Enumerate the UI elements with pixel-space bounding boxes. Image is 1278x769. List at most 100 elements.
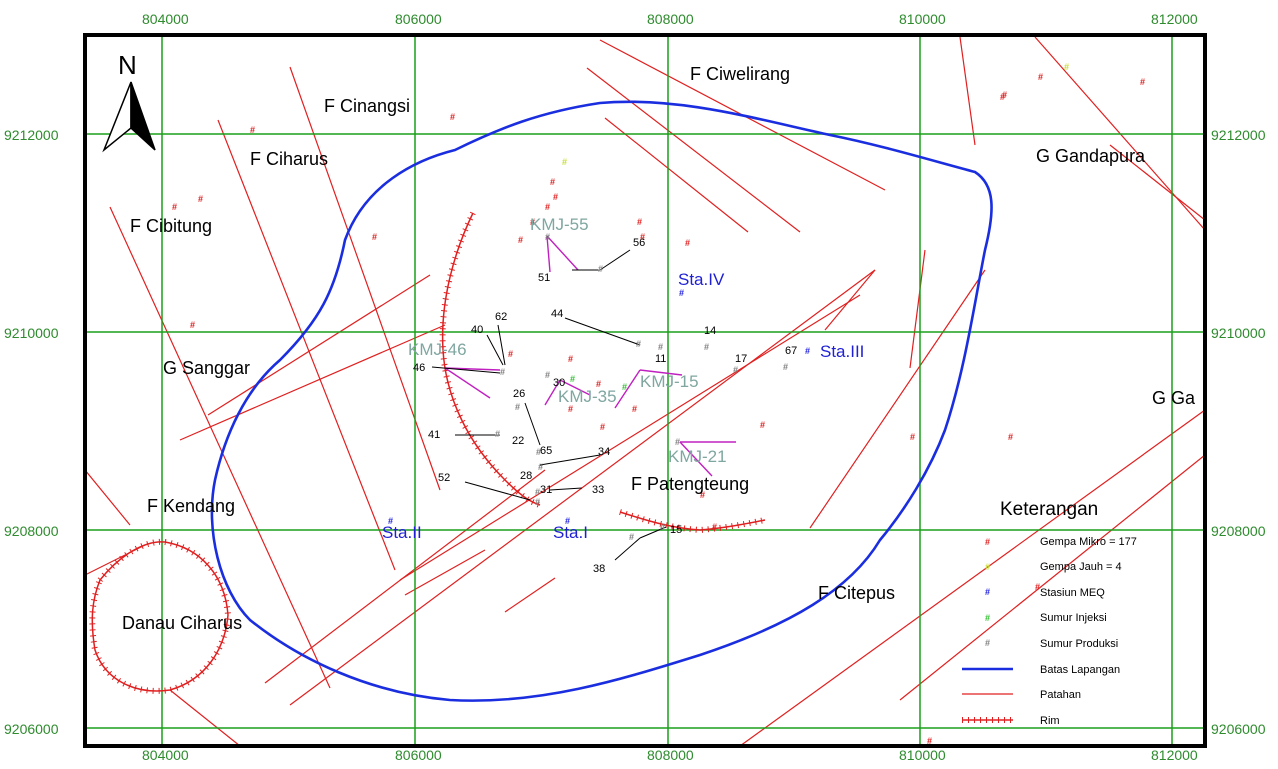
svg-text:#: # [562, 157, 567, 167]
well-markers: # # # # # # # # # # # # # # # # # # [495, 232, 788, 542]
svg-text:#: # [450, 112, 455, 122]
x-tick-label: 812000 [1151, 747, 1198, 763]
legend: Keterangan # Gempa Mikro = 177 # Gempa J… [962, 499, 1137, 727]
svg-text:#: # [495, 429, 500, 439]
legend-item-batas-lapangan: Batas Lapangan [962, 664, 1120, 676]
label-kmj-15: KMJ-15 [640, 372, 699, 391]
x-tick-label: 804000 [142, 11, 189, 27]
svg-text:#: # [658, 342, 663, 352]
fault-line [289, 269, 876, 706]
well-number: 11 [655, 353, 666, 365]
well-number: 46 [413, 362, 425, 374]
fault-line [1109, 144, 1205, 221]
legend-item-sumur-produksi: # Sumur Produksi [985, 638, 1118, 650]
svg-text:#: # [985, 613, 990, 623]
y-tick-label: 9208000 [1211, 523, 1266, 539]
svg-text:#: # [985, 587, 990, 597]
svg-text:#: # [640, 232, 645, 242]
svg-text:#: # [600, 422, 605, 432]
svg-text:Gempa Mikro = 177: Gempa Mikro = 177 [1040, 536, 1137, 548]
label-kmj-46: KMJ-46 [408, 340, 467, 359]
svg-text:#: # [637, 217, 642, 227]
svg-text:#: # [500, 367, 505, 377]
label-g-sanggar: G Sanggar [163, 358, 250, 378]
svg-text:#: # [545, 232, 550, 242]
svg-text:#: # [704, 342, 709, 352]
well-number-labels: 56 51 44 62 40 46 14 11 17 67 26 30 41 2… [413, 237, 797, 575]
fault-line [824, 269, 876, 331]
y-tick-label: 9206000 [4, 721, 59, 737]
y-tick-label: 9212000 [4, 127, 59, 143]
y-tick-label: 9212000 [1211, 127, 1266, 143]
fault-line [399, 294, 861, 581]
y-tick-label: 9206000 [1211, 721, 1266, 737]
x-tick-label: 808000 [647, 11, 694, 27]
well-labels: KMJ-55 KMJ-46 KMJ-35 KMJ-15 KMJ-21 [408, 215, 727, 466]
svg-text:#: # [685, 238, 690, 248]
place-labels: F Cinangsi F Ciharus F Cibitung F Ciweli… [122, 64, 1196, 633]
svg-text:#: # [515, 402, 520, 412]
label-f-patengteung: F Patengteung [631, 474, 749, 494]
well-number: 56 [633, 237, 645, 249]
legend-title: Keterangan [1000, 499, 1098, 520]
svg-text:#: # [1035, 582, 1040, 592]
svg-text:#: # [388, 516, 393, 526]
rim-lines [89, 211, 766, 694]
well-number: 52 [438, 472, 450, 484]
legend-item-stasiun-meq: # Stasiun MEQ [985, 587, 1105, 599]
svg-text:#: # [1008, 432, 1013, 442]
well-number: 15 [670, 524, 682, 536]
label-sta-ii: Sta.II [382, 523, 422, 542]
svg-text:Sumur Produksi: Sumur Produksi [1040, 638, 1118, 650]
svg-text:#: # [1064, 62, 1069, 72]
svg-text:#: # [530, 217, 535, 227]
label-f-kendang: F Kendang [147, 496, 235, 516]
svg-text:#: # [700, 490, 705, 500]
label-f-cinangsi: F Cinangsi [324, 96, 410, 116]
well-number: 30 [553, 377, 565, 389]
leader-lines [431, 249, 667, 561]
svg-text:#: # [622, 382, 627, 392]
svg-text:#: # [910, 432, 915, 442]
well-number: 41 [428, 429, 440, 441]
fault-line [959, 36, 976, 146]
fault-line [504, 577, 556, 613]
svg-text:#: # [565, 516, 570, 526]
svg-text:#: # [518, 235, 523, 245]
meq-station-markers: # # # # [388, 288, 810, 526]
rim-east [619, 509, 766, 534]
svg-text:#: # [536, 447, 541, 457]
fault-line [586, 67, 801, 233]
x-tick-label: 806000 [395, 747, 442, 763]
svg-text:#: # [598, 264, 603, 274]
svg-text:#: # [629, 532, 634, 542]
svg-text:#: # [636, 339, 641, 349]
svg-text:#: # [632, 404, 637, 414]
label-f-ciharus: F Ciharus [250, 149, 328, 169]
svg-text:#: # [783, 362, 788, 372]
svg-text:#: # [985, 562, 990, 572]
x-tick-label: 810000 [899, 11, 946, 27]
fault-line [179, 324, 446, 441]
svg-text:#: # [712, 522, 717, 532]
fault-line [109, 206, 331, 689]
label-f-cibitung: F Cibitung [130, 216, 212, 236]
fault-line [207, 274, 431, 416]
x-tick-label: 808000 [647, 747, 694, 763]
north-label: N [118, 50, 137, 80]
label-sta-iii: Sta.III [820, 342, 864, 361]
svg-text:#: # [733, 365, 738, 375]
svg-text:#: # [250, 125, 255, 135]
y-tick-label: 9210000 [1211, 325, 1266, 341]
svg-text:#: # [1002, 90, 1007, 100]
svg-text:#: # [985, 638, 990, 648]
label-danau-ciharus: Danau Ciharus [122, 613, 242, 633]
fault-line [217, 119, 396, 571]
map-frame [83, 33, 1207, 748]
label-f-ciwelirang: F Ciwelirang [690, 64, 790, 84]
earthquake-markers: ## # ### ### ### ### ### # ## ### ### ### … [172, 72, 1145, 746]
svg-text:#: # [550, 177, 555, 187]
label-kmj-55: KMJ-55 [530, 215, 589, 234]
well-number: 34 [598, 446, 610, 458]
svg-text:#: # [570, 374, 575, 384]
